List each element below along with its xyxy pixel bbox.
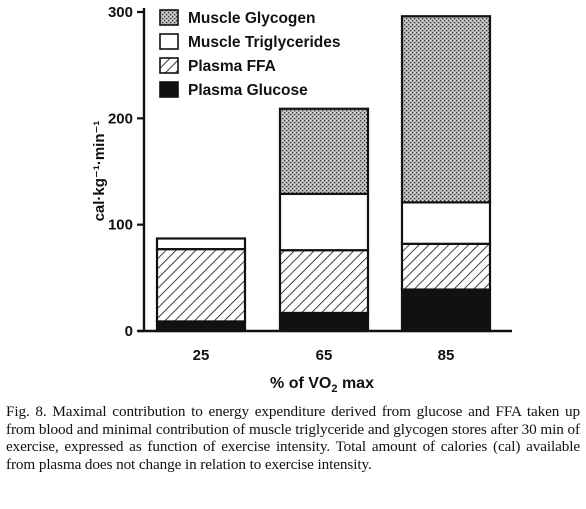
y-tick-label-200: 200 (108, 110, 133, 127)
bar-segment-muscle-glycogen-65 (278, 107, 370, 195)
bar-segment-plasma-ffa-65 (278, 249, 370, 315)
legend-label-plasma-glucose: Plasma Glucose (188, 82, 308, 99)
legend-label-muscle-triglycerides: Muscle Triglycerides (188, 34, 341, 51)
y-tick-label-0: 0 (125, 323, 133, 340)
y-axis-label: cal·kg⁻¹·min⁻¹ (91, 121, 108, 222)
legend: Muscle Glycogen Muscle Triglycerides Plasm… (159, 9, 341, 99)
figure-caption: Fig. 8. Maximal contribution to energy e… (6, 403, 580, 473)
axes: 0 100 200 300 25 65 85 % of VO2 max cal·kg⁻¹·min… (91, 4, 512, 395)
stacked-bar-chart: 0 100 200 300 25 65 85 % of VO2 max cal·kg⁻¹·min… (91, 4, 512, 395)
bar-segment-muscle-triglycerides-85 (400, 201, 492, 245)
x-tick-label-85: 85 (438, 347, 455, 364)
legend-label-muscle-glycogen: Muscle Glycogen (188, 10, 315, 27)
bar-segment-plasma-glucose-65 (278, 311, 370, 333)
x-tick-label-25: 25 (193, 347, 210, 364)
y-tick-label-100: 100 (108, 217, 133, 234)
x-axis-label: % of VO2 max (270, 375, 374, 395)
bar-segment-muscle-triglycerides-25 (155, 237, 247, 251)
bar-segment-plasma-glucose-25 (155, 320, 247, 333)
legend-label-plasma-ffa: Plasma FFA (188, 58, 276, 75)
legend-swatch-muscle-glycogen (159, 9, 179, 26)
bar-segment-plasma-ffa-25 (155, 248, 247, 323)
plot-area (155, 15, 492, 333)
bar-segment-plasma-ffa-85 (400, 242, 492, 291)
bar-segment-muscle-glycogen-85 (400, 15, 492, 204)
legend-swatch-plasma-ffa (159, 57, 179, 74)
legend-swatch-muscle-triglycerides (159, 33, 179, 50)
bar-segment-muscle-triglycerides-65 (278, 192, 370, 252)
bar-segment-plasma-glucose-85 (400, 288, 492, 333)
y-tick-label-300: 300 (108, 4, 133, 21)
legend-swatch-plasma-glucose (159, 81, 179, 98)
x-tick-label-65: 65 (316, 347, 333, 364)
